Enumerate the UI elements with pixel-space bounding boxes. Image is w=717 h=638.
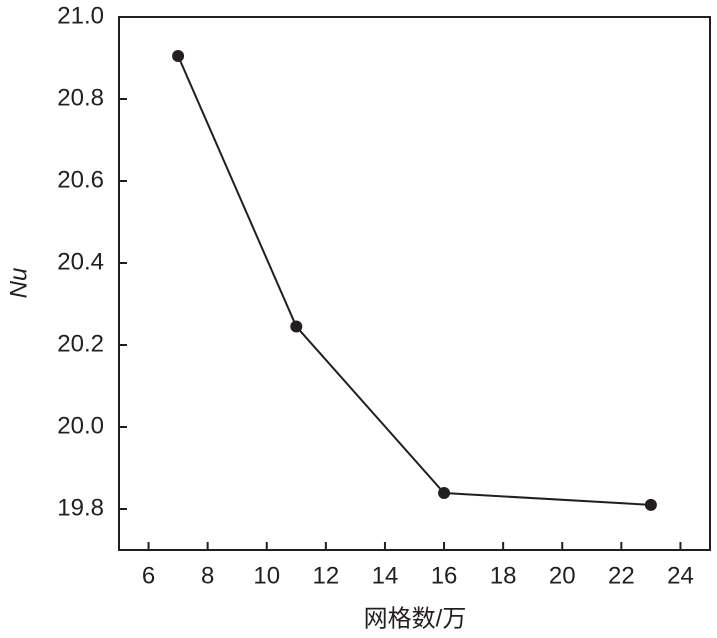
x-tick-label: 8: [201, 562, 214, 589]
x-tick-label: 20: [549, 562, 576, 589]
x-tick-label: 22: [608, 562, 635, 589]
x-axis-label: 网格数/万: [364, 605, 467, 632]
x-tick-label: 6: [142, 562, 155, 589]
y-tick-label: 20.0: [57, 412, 104, 439]
plot-frame: [118, 16, 711, 551]
x-tick-label: 24: [667, 562, 694, 589]
y-tick-label: 20.4: [57, 248, 104, 275]
y-tick-label: 21.0: [57, 2, 104, 29]
y-tick-label: 20.8: [57, 84, 104, 111]
data-point: [644, 498, 657, 511]
y-tick-label: 20.2: [57, 330, 104, 357]
data-point: [290, 320, 303, 333]
x-tick-label: 12: [312, 562, 339, 589]
x-tick-label: 16: [431, 562, 458, 589]
x-tick-label: 18: [490, 562, 517, 589]
y-tick-label: 20.6: [57, 166, 104, 193]
data-point: [172, 49, 185, 62]
x-tick-label: 14: [372, 562, 399, 589]
x-tick-label: 10: [253, 562, 280, 589]
y-axis-label: Nu: [5, 268, 32, 299]
series-line: [177, 55, 651, 506]
data-point: [438, 487, 451, 500]
y-tick-label: 19.8: [57, 494, 104, 521]
